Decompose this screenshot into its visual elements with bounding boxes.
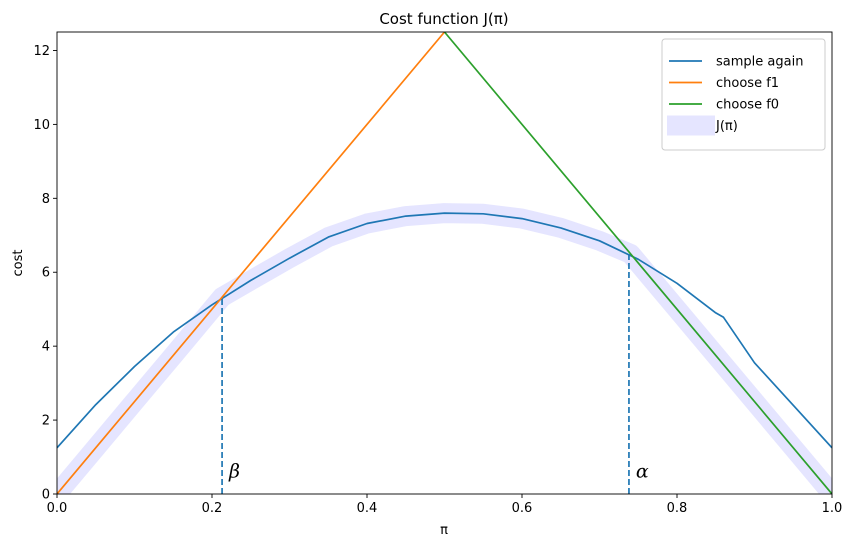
y-tick-label: 8 (42, 192, 50, 207)
legend-label-j: J(π) (715, 119, 738, 134)
legend-swatch-j-pi (667, 115, 715, 136)
y-tick-label: 2 (42, 414, 50, 429)
series-line-sample-again (57, 212, 832, 449)
x-tick-label: 0.4 (357, 501, 378, 516)
annotation-alpha: α (636, 460, 649, 482)
x-axis-label: π (440, 523, 448, 538)
chart-title: Cost function J(π) (379, 10, 508, 28)
series-band-j-pi (57, 203, 832, 494)
x-tick-label: 0.0 (47, 501, 68, 516)
x-tick-label: 1.0 (822, 501, 843, 516)
legend-label-choose-f0: choose f0 (716, 98, 779, 113)
plot-frame (56, 31, 833, 495)
y-tick-label: 6 (42, 266, 50, 281)
y-tick-label: 0 (42, 488, 50, 503)
x-tick-label: 0.8 (667, 501, 688, 516)
series-group (57, 32, 832, 494)
series-line-choose-f1 (57, 32, 446, 494)
series-line-choose-f0 (443, 32, 832, 494)
y-tick-label: 12 (33, 44, 50, 59)
legend-label-sample-again: sample again (716, 55, 803, 70)
y-tick-label: 4 (42, 340, 50, 355)
x-tick-label: 0.2 (202, 501, 223, 516)
x-tick-label: 0.6 (512, 501, 533, 516)
y-axis-label: cost (11, 250, 26, 277)
legend-label-choose-f1: choose f1 (716, 76, 779, 91)
y-tick-label: 10 (33, 118, 50, 133)
annotation-beta: β (228, 460, 240, 482)
legend: sample again choose f1 choose f0 J(π) (661, 38, 826, 151)
plot-area: β α 0.0 0.2 0.4 0.6 0.8 1.0 0 2 4 6 8 10 12 sample agai… (33, 31, 843, 516)
